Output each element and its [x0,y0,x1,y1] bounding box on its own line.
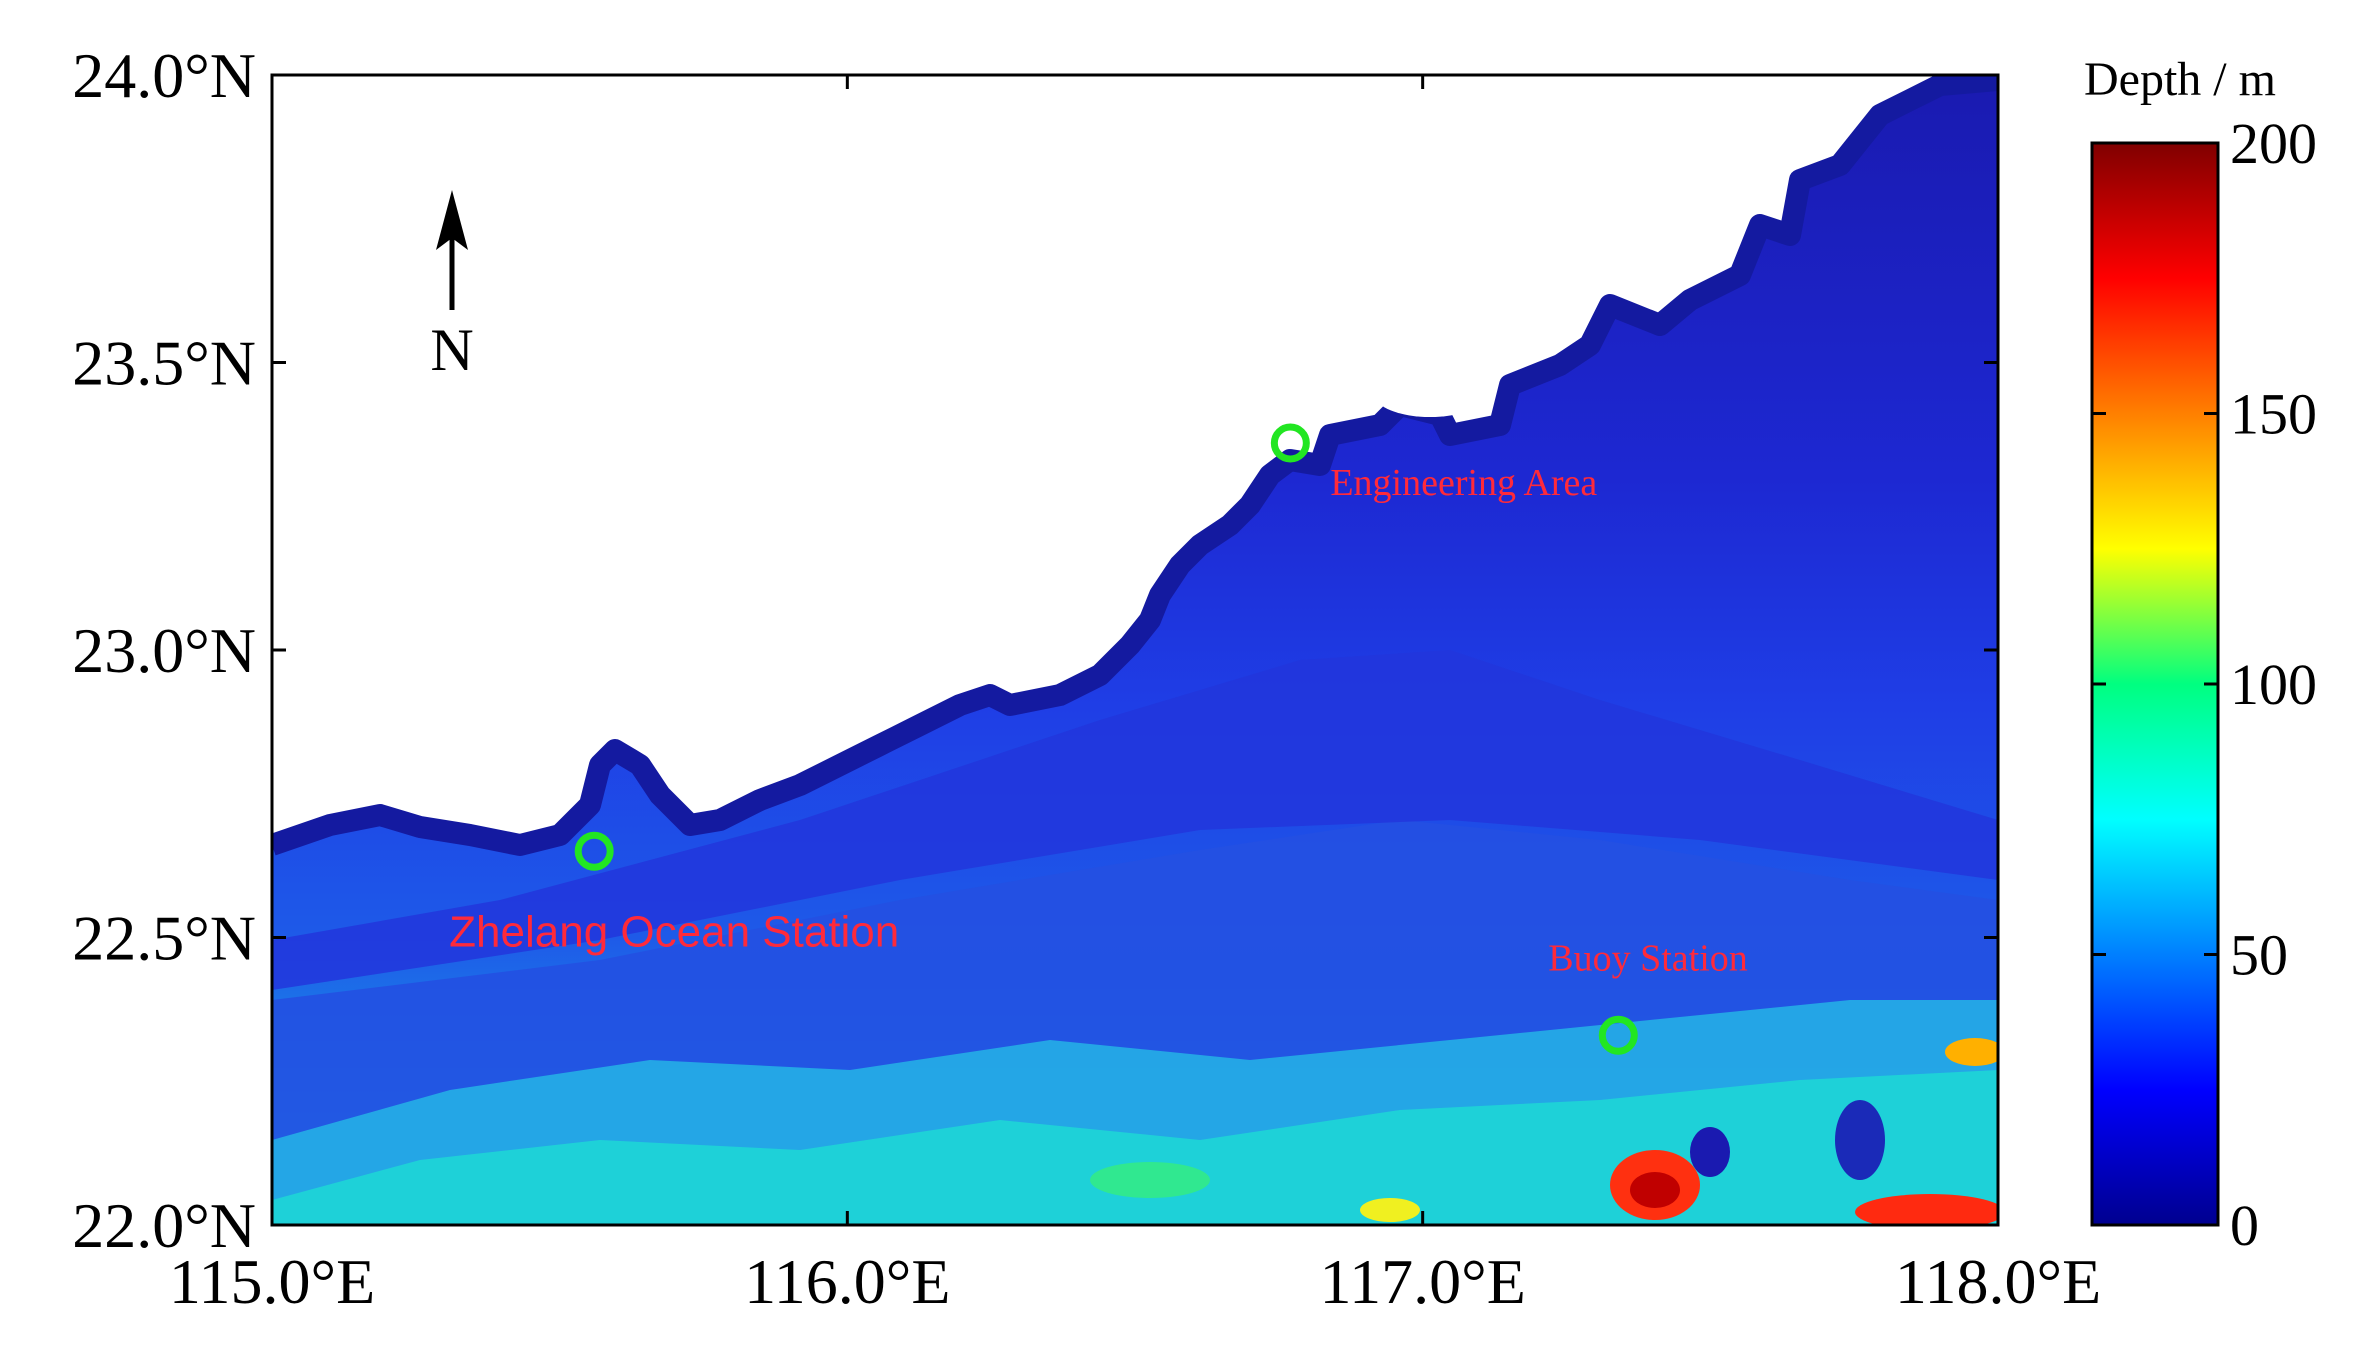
y-tick-label: 22.5°N [72,903,256,974]
x-tick-label: 115.0°E [169,1246,375,1317]
x-tick-label: 118.0°E [1895,1246,2101,1317]
colorbar-ticks: 0 50 100 150 200 [2092,111,2317,1258]
x-tick-label: 117.0°E [1320,1246,1526,1317]
deep-hotspot-1b [1630,1172,1680,1208]
island-2 [1138,517,1162,533]
colorbar-tick-label: 50 [2230,923,2288,988]
island-5 [426,720,454,740]
station-markers: Engineering Area Zhelang Ocean Station Buo… [449,423,1748,1055]
station-label: Zhelang Ocean Station [449,907,899,956]
map-panel [272,75,1998,1225]
deep-patch-yellow [1360,1198,1420,1222]
colorbar-tick-label: 100 [2230,652,2317,717]
colorbar-gradient [2090,141,2220,1227]
island-3 [1375,373,1485,417]
deep-hotspot-3 [1945,1038,1998,1066]
deep-hotspot-2 [1855,1194,1998,1225]
mid-shelf-band [272,650,1998,990]
deep-patch-green [1090,1162,1210,1198]
x-axis-ticks: 115.0°E 116.0°E 117.0°E 118.0°E [169,75,2101,1317]
deep-trough-2 [1835,1100,1885,1180]
north-arrow: N [430,190,474,383]
y-tick-label: 23.5°N [72,328,256,399]
deep-trough-1 [1690,1127,1730,1177]
colorbar-tick-label: 0 [2230,1193,2259,1258]
station-marker-icon [1598,1015,1638,1055]
station-label: Buoy Station [1548,937,1748,979]
north-arrow-label: N [430,317,473,383]
colorbar-title: Depth / m [2084,53,2276,106]
colorbar-tick-label: 200 [2230,111,2317,176]
island-1 [1156,426,1200,450]
colorbar-tick-label: 150 [2230,382,2317,447]
colorbar: Depth / m 0 50 100 150 200 [2084,53,2317,1258]
station-marker-icon [1270,423,1310,463]
land-mass [272,75,1998,840]
x-tick-label: 116.0°E [744,1246,950,1317]
y-tick-label: 24.0°N [72,40,256,111]
coastal-fringe [272,75,1998,856]
island-4 [1680,110,1740,190]
station-label: Engineering Area [1330,462,1597,504]
deep-water-teal [272,1070,1998,1225]
y-axis-ticks: 22.0°N 22.5°N 23.0°N 23.5°N 24.0°N [72,40,1998,1261]
north-arrow-head-icon [436,190,468,250]
y-tick-label: 22.0°N [72,1190,256,1261]
station-marker-icon [574,831,614,871]
y-tick-label: 23.0°N [72,615,256,686]
